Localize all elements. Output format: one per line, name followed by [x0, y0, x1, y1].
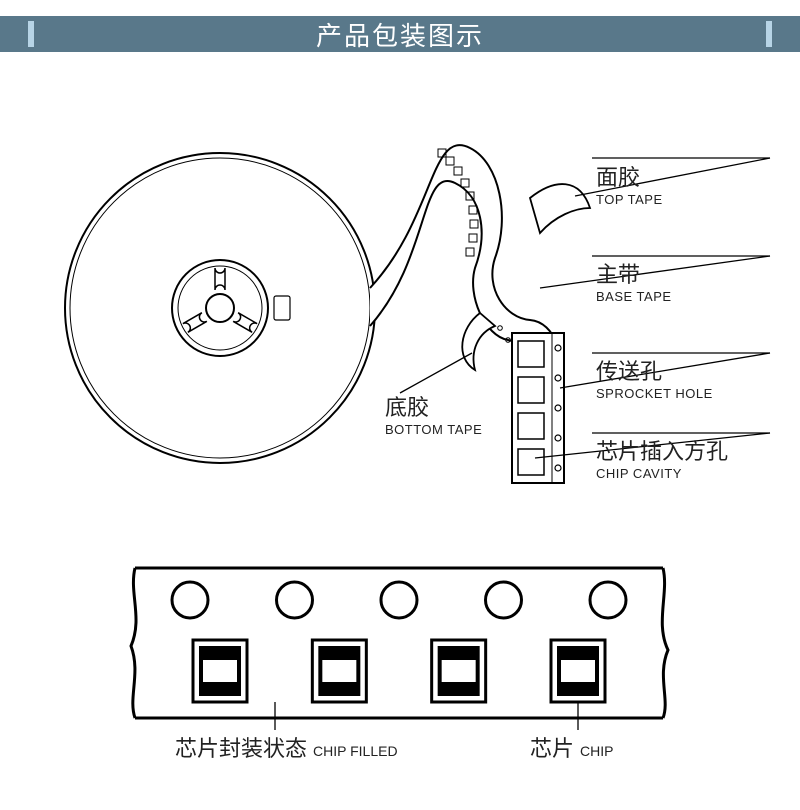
cross-section-diagram: 芯片封装状态 CHIP FILLED 芯片 CHIP — [0, 548, 800, 788]
label-chip: 芯片 CHIP — [530, 731, 613, 763]
label-chip-cn: 芯片 — [530, 731, 574, 763]
header-accent-right — [766, 21, 772, 47]
label-base-tape-en: BASE TAPE — [596, 289, 672, 304]
label-chip-cavity-en: CHIP CAVITY — [596, 466, 728, 481]
label-chip-filled-cn: 芯片封装状态 — [175, 731, 307, 763]
label-chip-cavity: 芯片插入方孔 CHIP CAVITY — [596, 440, 728, 481]
header-accent-left — [28, 21, 34, 47]
header: 产品包装图示 — [0, 10, 800, 58]
reel-diagram: 面胶 TOP TAPE 主带 BASE TAPE 传送孔 SPROCKET HO… — [0, 58, 800, 548]
label-sprocket-hole: 传送孔 SPROCKET HOLE — [596, 360, 713, 401]
header-title: 产品包装图示 — [316, 16, 484, 53]
cross-section-svg — [0, 548, 800, 788]
label-bottom-tape-en: BOTTOM TAPE — [385, 422, 482, 437]
label-base-tape-cn: 主带 — [596, 263, 672, 287]
label-chip-en: CHIP — [580, 743, 613, 759]
label-sprocket-hole-en: SPROCKET HOLE — [596, 386, 713, 401]
label-base-tape: 主带 BASE TAPE — [596, 263, 672, 304]
label-top-tape-en: TOP TAPE — [596, 192, 663, 207]
label-chip-cavity-cn: 芯片插入方孔 — [596, 440, 728, 464]
label-bottom-tape: 底胶 BOTTOM TAPE — [385, 396, 482, 437]
label-bottom-tape-cn: 底胶 — [385, 396, 482, 420]
label-top-tape-cn: 面胶 — [596, 166, 663, 190]
label-chip-filled: 芯片封装状态 CHIP FILLED — [175, 731, 398, 763]
label-top-tape: 面胶 TOP TAPE — [596, 166, 663, 207]
label-chip-filled-en: CHIP FILLED — [313, 743, 398, 759]
label-sprocket-hole-cn: 传送孔 — [596, 360, 713, 384]
